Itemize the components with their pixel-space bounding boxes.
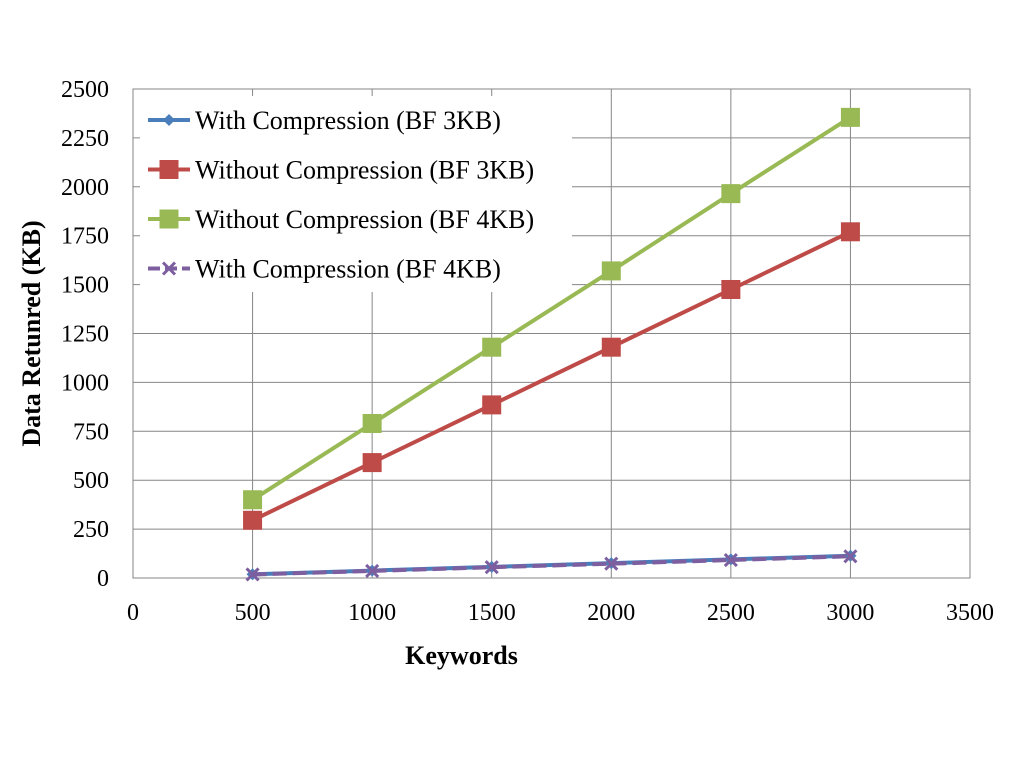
y-tick-label: 2000 xyxy=(61,175,109,201)
legend-label: Without Compression (BF 3KB) xyxy=(195,156,534,185)
legend-label: With Compression (BF 3KB) xyxy=(195,106,501,135)
y-tick-label: 1000 xyxy=(61,370,109,396)
data-point xyxy=(840,107,860,127)
y-tick-label: 2250 xyxy=(61,126,109,152)
legend-label: Without Compression (BF 4KB) xyxy=(195,205,534,234)
y-tick-label: 1500 xyxy=(61,273,109,299)
data-point xyxy=(484,560,499,575)
y-tick-label: 500 xyxy=(73,468,109,494)
series-1 xyxy=(243,222,860,530)
series-layer xyxy=(243,107,860,582)
data-point xyxy=(362,453,382,473)
data-point xyxy=(601,337,621,357)
x-tick-label: 2000 xyxy=(587,600,635,626)
y-tick-label: 750 xyxy=(73,419,109,445)
series-3 xyxy=(245,549,858,582)
x-axis-title: Keywords xyxy=(405,641,518,670)
x-tick-label: 3000 xyxy=(826,600,874,626)
y-tick-label: 1250 xyxy=(61,322,109,348)
data-point xyxy=(362,413,382,433)
data-point xyxy=(840,222,860,242)
x-tick-label: 3500 xyxy=(946,600,994,626)
data-point xyxy=(245,567,260,582)
x-tick-label: 2500 xyxy=(707,600,755,626)
x-tick-label: 1500 xyxy=(468,600,516,626)
y-tick-label: 250 xyxy=(73,517,109,543)
x-tick-label: 0 xyxy=(127,600,139,626)
data-point xyxy=(601,261,621,281)
data-point xyxy=(721,184,741,204)
legend-marker xyxy=(159,209,179,229)
plot-area-border xyxy=(132,88,971,579)
x-axis-ticks: 0 500 1000 1500 2000 2500 3000 3500 xyxy=(127,600,994,626)
series-line-1 xyxy=(251,229,852,523)
data-point xyxy=(721,279,741,299)
data-point xyxy=(723,552,738,568)
data-point xyxy=(843,549,858,564)
y-tick-label: 0 xyxy=(97,566,109,592)
legend-marker xyxy=(159,160,179,179)
series-line-0 xyxy=(252,553,851,577)
legend-background xyxy=(140,96,572,292)
legend: With Compression (BF 3KB) Without Compres… xyxy=(140,96,572,292)
y-tick-label: 1750 xyxy=(61,224,109,250)
y-axis-ticks: 0 250 500 750 1000 1250 1500 1750 2000 2250 2500 xyxy=(61,77,109,592)
legend-marker xyxy=(161,261,177,276)
y-tick-label: 2500 xyxy=(61,77,109,103)
legend-item: Without Compression (BF 4KB) xyxy=(148,205,534,234)
x-tick-label: 500 xyxy=(235,600,271,626)
data-point xyxy=(365,563,380,579)
legend-item: Without Compression (BF 3KB) xyxy=(148,156,534,185)
data-point xyxy=(482,395,502,415)
data-point xyxy=(243,510,263,530)
y-axis-title: Data Retunred (KB) xyxy=(17,220,46,446)
data-point xyxy=(604,556,619,571)
data-point xyxy=(482,337,502,357)
legend-marker xyxy=(163,114,175,126)
legend-label: With Compression (BF 4KB) xyxy=(195,255,501,284)
legend-item: With Compression (BF 3KB) xyxy=(148,106,501,135)
data-point xyxy=(243,490,263,510)
series-2 xyxy=(243,107,860,510)
series-0 xyxy=(246,549,857,581)
x-tick-label: 1000 xyxy=(348,600,396,626)
series-line-2 xyxy=(251,115,852,502)
legend-item: With Compression (BF 4KB) xyxy=(148,255,501,284)
